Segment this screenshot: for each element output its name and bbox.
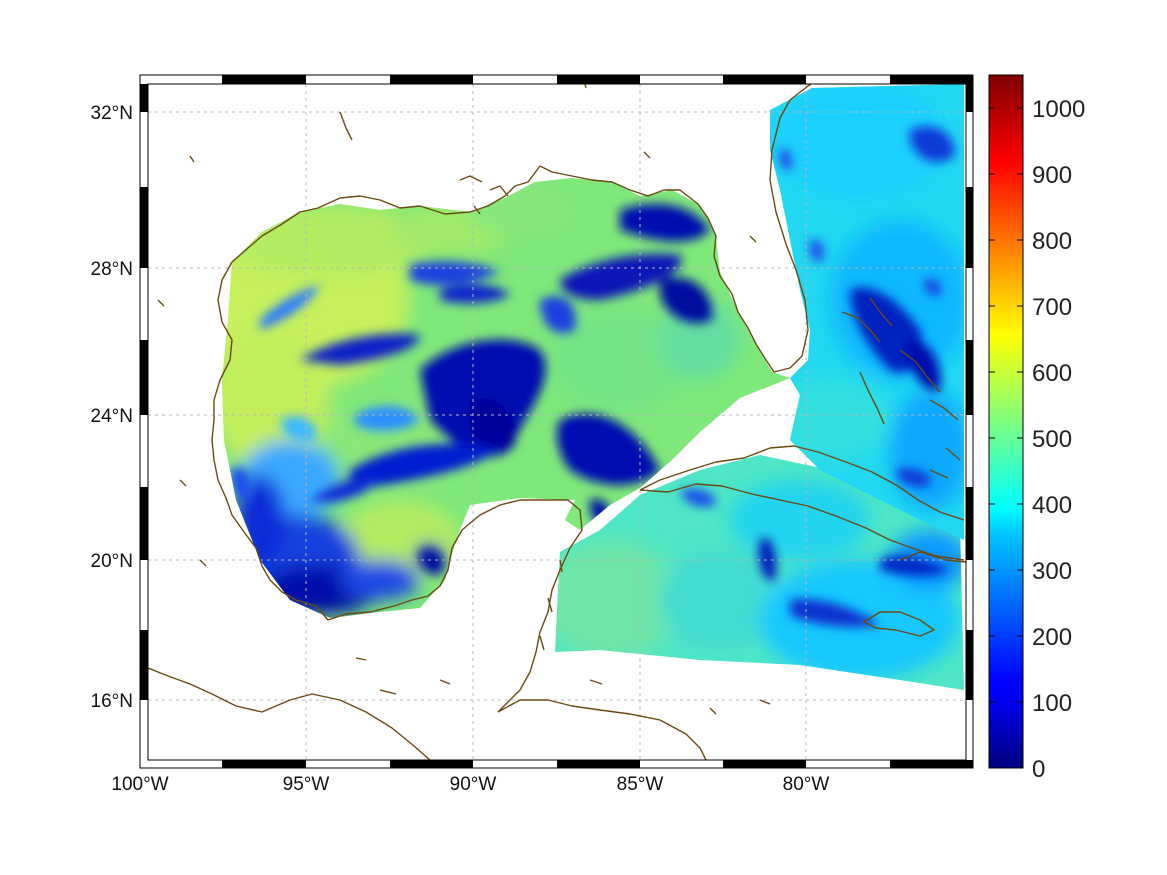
- inland-features: [157, 111, 771, 715]
- gulf-coast: [231, 84, 813, 373]
- bahamas-islands: [841, 297, 961, 479]
- colorbar-label: 500: [1032, 426, 1072, 453]
- colorbar-label: 700: [1032, 294, 1072, 321]
- gulf-field: [222, 178, 790, 618]
- lon-label-90: 90°W: [450, 774, 497, 795]
- map-frame: [139, 74, 974, 769]
- lat-label-20: 20°N: [91, 551, 133, 572]
- colorbar-label: 800: [1032, 228, 1072, 255]
- yucatan-islands: [539, 559, 563, 651]
- colorbar-ticks: [989, 107, 1023, 769]
- latitude-labels: 32°N 28°N 24°N 20°N 16°N: [91, 103, 133, 712]
- map-panel: [148, 84, 966, 760]
- lat-label-28: 28°N: [91, 259, 133, 280]
- cuba-coast: [639, 445, 965, 561]
- lat-label-24: 24°N: [91, 406, 133, 427]
- hispaniola-coast: [899, 551, 966, 563]
- colorbar: 0 100 200 300 400 500 600 700 800 900 1000: [988, 74, 1085, 783]
- colorbar-label: 200: [1032, 624, 1072, 651]
- colorbar-gradient: [988, 74, 1024, 769]
- colorbar-label: 0: [1032, 756, 1045, 783]
- lon-label-95: 95°W: [283, 774, 330, 795]
- lon-label-85: 85°W: [617, 774, 664, 795]
- longitude-labels: 100°W 95°W 90°W 85°W 80°W: [111, 774, 829, 795]
- lon-label-80: 80°W: [783, 774, 830, 795]
- colorbar-label: 900: [1032, 162, 1072, 189]
- lat-label-16: 16°N: [91, 691, 133, 712]
- colorbar-label: 600: [1032, 360, 1072, 387]
- colorbar-label: 1000: [1032, 96, 1085, 123]
- colorbar-labels: 0 100 200 300 400 500 600 700 800 900 1000: [1032, 96, 1085, 783]
- colorbar-label: 100: [1032, 690, 1072, 717]
- mexico-coast: [211, 261, 707, 760]
- atlantic-field: [770, 84, 964, 540]
- coastlines: [148, 84, 966, 760]
- colorbar-label: 300: [1032, 558, 1072, 585]
- gridlines: [148, 84, 966, 760]
- lat-label-32: 32°N: [91, 103, 133, 124]
- louisiana-delta: [459, 175, 509, 215]
- lon-label-100: 100°W: [111, 774, 168, 795]
- jamaica-coast: [863, 611, 935, 637]
- central-america-coast: [148, 667, 431, 760]
- colorbar-label: 400: [1032, 492, 1072, 519]
